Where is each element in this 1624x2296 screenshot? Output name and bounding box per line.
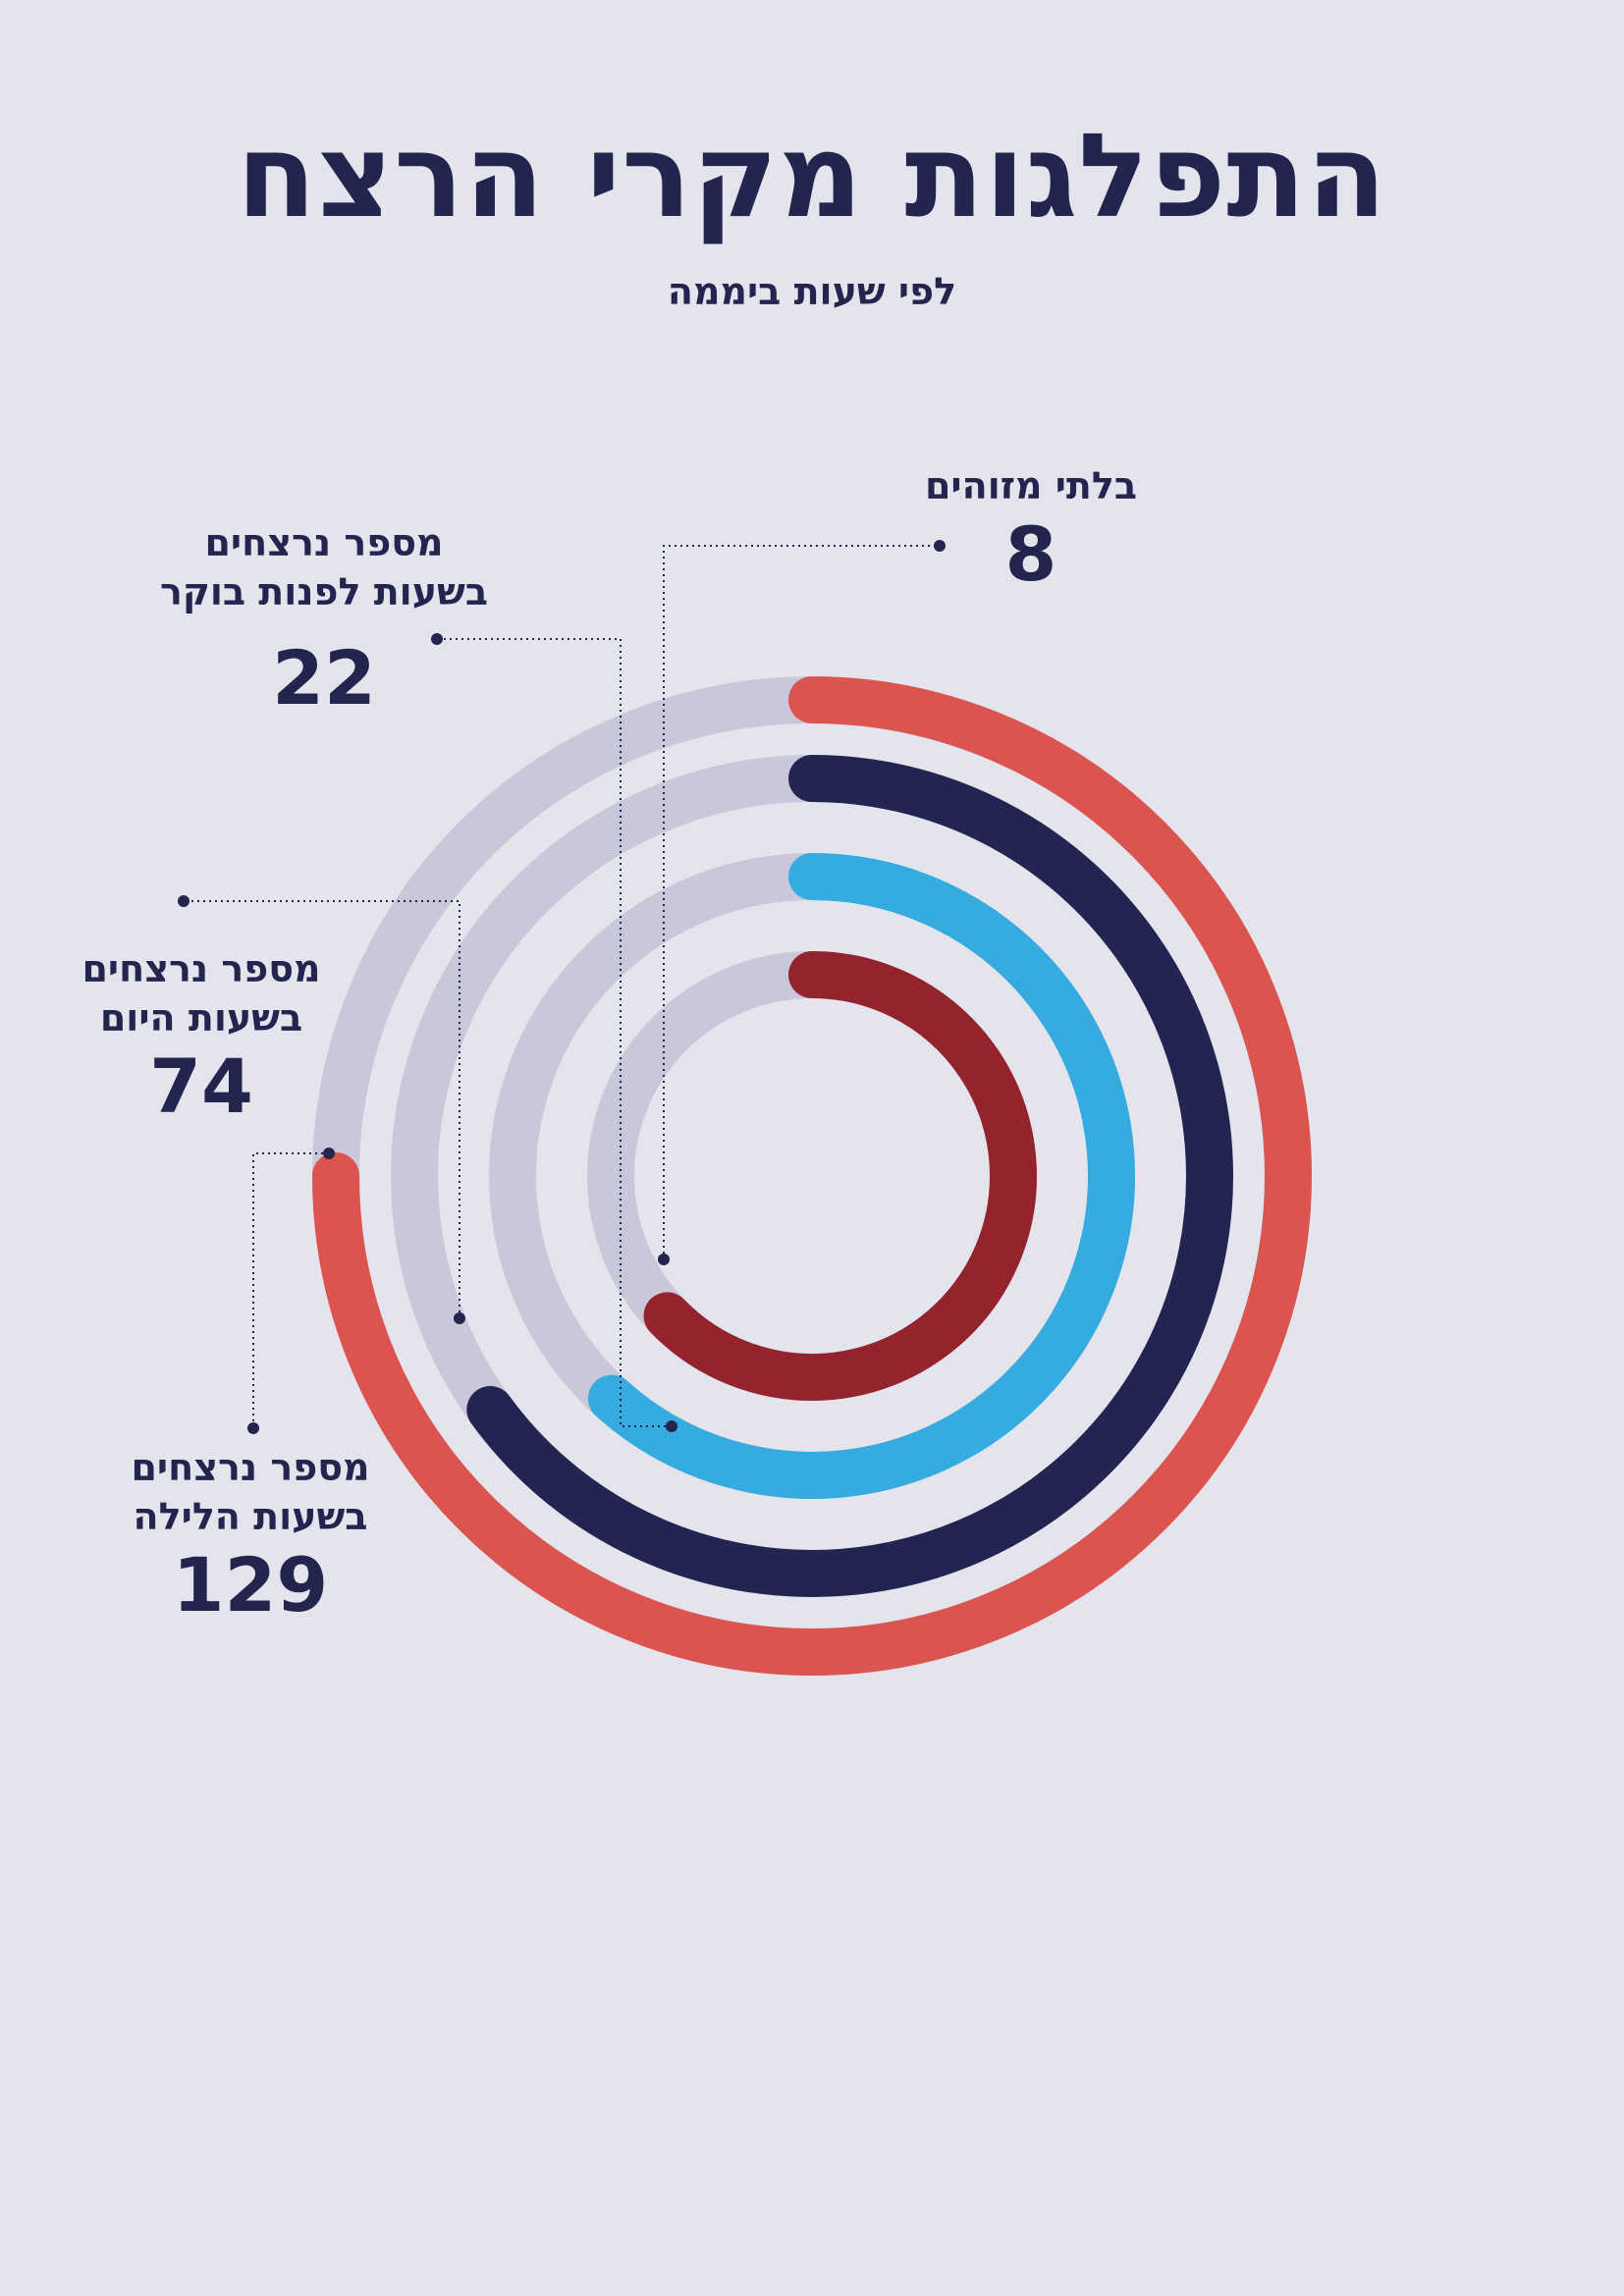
- ring-bar-2: [587, 853, 1135, 1499]
- label-day-caption-1: מספר נרצחים: [81, 947, 321, 990]
- label-night-value: 129: [172, 1541, 329, 1629]
- label-early-morning-value: 22: [272, 634, 376, 721]
- label-early-morning-caption-2: בשעות לפנות בוקר: [159, 570, 489, 614]
- label-day-value: 74: [149, 1042, 253, 1130]
- page-subtitle: לפי שעות ביממה: [667, 270, 957, 313]
- label-day: מספר נרצחים בשעות היום 74: [39, 944, 363, 1131]
- label-early-morning: מספר נרצחים בשעות לפנות בוקר 22: [128, 518, 520, 722]
- label-unidentified: בלתי מזוהים 8: [884, 461, 1178, 599]
- ring-bar-1: [466, 755, 1233, 1597]
- ring-bar-3: [643, 951, 1037, 1401]
- leader-night-dot-end: [247, 1422, 259, 1434]
- leader-day-dot-end: [178, 895, 189, 907]
- leader-unidentified-line: [663, 545, 940, 1259]
- label-unidentified-caption: בלתי מזוהים: [924, 464, 1138, 507]
- label-early-morning-caption-1: מספר נרצחים: [204, 521, 444, 564]
- leader-night-line: [252, 1152, 329, 1428]
- leader-unidentified-dot-end: [934, 540, 946, 552]
- leader-early-morning-dot-end: [431, 633, 443, 645]
- leader-night-dot-start: [323, 1148, 335, 1159]
- leader-early-morning-line: [437, 638, 672, 1427]
- leader-day-dot-start: [454, 1312, 465, 1324]
- ring-bar-0: [312, 676, 1312, 1676]
- page-title: התפלגות מקרי הרצח: [237, 108, 1387, 243]
- leader-unidentified-dot-start: [658, 1254, 670, 1265]
- label-day-caption-2: בשעות היום: [99, 996, 303, 1040]
- label-night-caption-2: בשעות הלילה: [133, 1495, 368, 1538]
- leader-day-line: [184, 900, 460, 1318]
- leader-early-morning-dot-start: [666, 1420, 677, 1432]
- label-night-caption-1: מספר נרצחים: [131, 1446, 370, 1489]
- label-unidentified-value: 8: [1004, 510, 1057, 598]
- label-night: מספר נרצחים בשעות הלילה 129: [88, 1443, 412, 1629]
